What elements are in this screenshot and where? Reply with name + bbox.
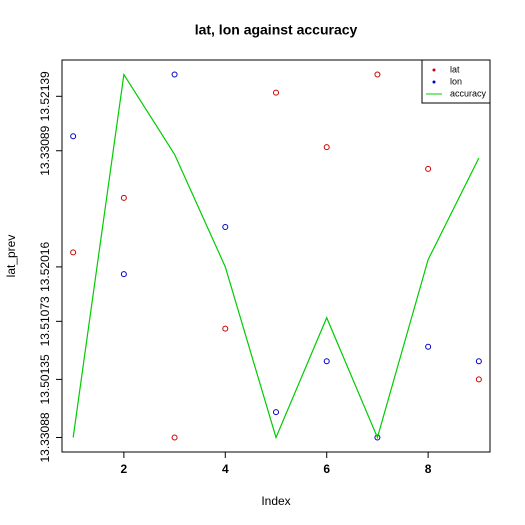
y-tick-label: 13.33089	[38, 125, 52, 175]
point	[171, 434, 178, 441]
point	[70, 133, 77, 140]
y-tick-label: 13.51073	[38, 296, 52, 346]
legend-label: accuracy	[450, 88, 487, 98]
point	[70, 249, 77, 256]
legend-swatch	[432, 68, 436, 72]
y-tick-label: 13.50135	[38, 354, 52, 404]
x-axis-label: Index	[261, 494, 290, 508]
point	[475, 376, 482, 383]
point	[475, 358, 482, 365]
legend-label: lon	[450, 76, 462, 86]
point	[273, 409, 279, 416]
point	[425, 343, 432, 350]
y-tick-label: 13.52139	[38, 71, 52, 121]
y-axis-label: lat_prev	[4, 235, 18, 278]
line	[72, 72, 480, 440]
point	[273, 89, 279, 96]
point	[425, 165, 432, 172]
point	[120, 271, 127, 278]
plot-frame	[61, 59, 491, 453]
point	[374, 434, 381, 441]
chart-title: lat, lon against accuracy	[195, 22, 358, 38]
point	[374, 71, 381, 78]
x-tick-label: 4	[222, 462, 229, 476]
legend-swatch	[432, 80, 436, 84]
legend-label: lat	[450, 64, 460, 74]
point	[222, 223, 229, 230]
y-tick-label: 13.52016	[38, 242, 52, 292]
point	[171, 71, 178, 78]
x-tick-label: 2	[121, 462, 128, 476]
point	[323, 144, 330, 151]
point	[222, 325, 229, 332]
y-tick-label: 13.33088	[38, 412, 52, 462]
point	[323, 358, 330, 365]
x-tick-label: 6	[323, 462, 330, 476]
x-tick-label: 8	[425, 462, 432, 476]
point	[120, 194, 127, 201]
